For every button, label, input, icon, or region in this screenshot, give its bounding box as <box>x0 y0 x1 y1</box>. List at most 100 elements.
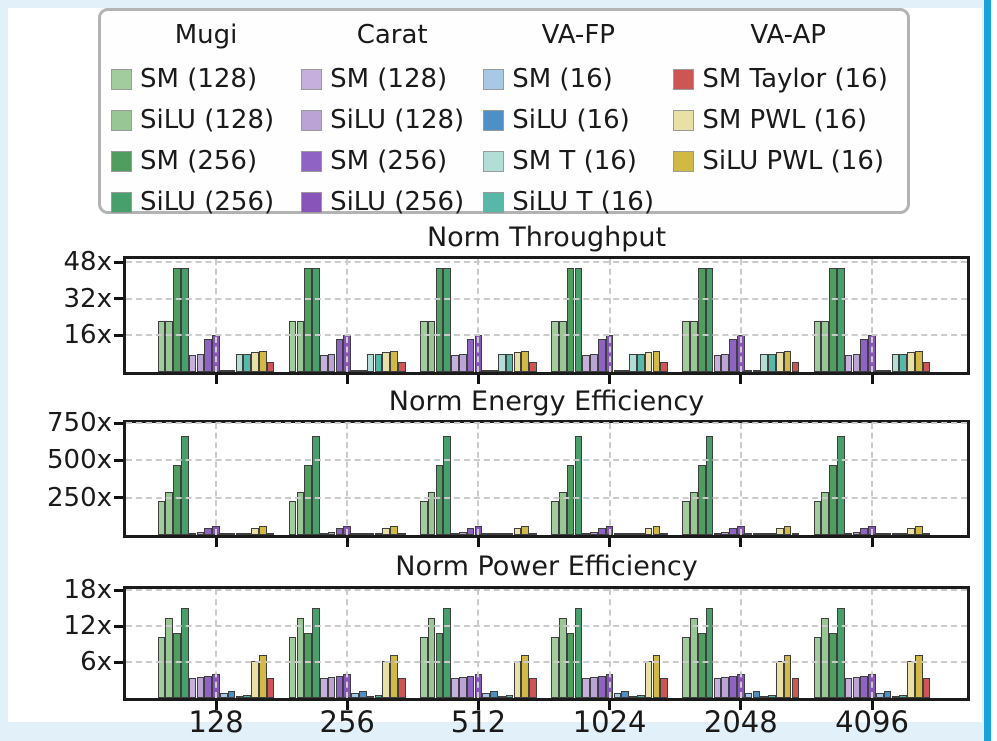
bar <box>783 654 792 698</box>
bar <box>690 617 698 698</box>
x-tick-mark <box>870 375 874 384</box>
bar <box>729 676 737 698</box>
bar <box>258 654 267 698</box>
bar <box>335 676 344 698</box>
bar <box>813 320 822 372</box>
legend-item: SiLU PWL (16) <box>673 146 903 176</box>
bar <box>227 691 236 698</box>
bar <box>288 636 297 698</box>
x-tick-mark <box>608 538 612 547</box>
bar <box>574 268 583 372</box>
bar <box>327 677 336 698</box>
y-tick-mark <box>114 421 123 425</box>
scrollbar[interactable] <box>984 0 991 741</box>
v-gridline <box>346 423 349 535</box>
bar <box>374 353 383 372</box>
legend-group-header: VA-AP <box>750 20 826 50</box>
bar <box>899 353 908 372</box>
bar <box>744 533 753 535</box>
bar <box>690 320 698 372</box>
bar <box>458 532 467 535</box>
legend-item-label: SM (256) <box>140 146 258 176</box>
h-gridline <box>126 496 967 499</box>
bar <box>427 491 436 535</box>
bar <box>558 491 567 535</box>
bar <box>566 268 575 372</box>
bar <box>783 351 792 372</box>
v-gridline <box>477 259 480 372</box>
bar <box>529 362 537 372</box>
h-gridline <box>126 334 967 337</box>
bar <box>258 526 267 535</box>
v-gridline <box>346 259 349 372</box>
y-tick-mark <box>114 333 123 337</box>
bar <box>551 636 559 698</box>
legend-column-va-fp: VA-FP SM (16) SiLU (16) SM T (16) SiLU T (16… <box>483 17 673 217</box>
bar <box>196 677 205 698</box>
bar <box>196 354 205 372</box>
bar <box>513 527 522 535</box>
bar <box>875 533 884 535</box>
bar <box>697 464 706 535</box>
bar <box>621 533 630 535</box>
bar <box>752 691 761 698</box>
bar <box>327 354 336 372</box>
x-tick-mark <box>739 701 743 710</box>
bar <box>791 677 800 698</box>
bar <box>382 527 391 535</box>
bar <box>466 338 475 372</box>
x-tick-label: 256 <box>319 705 375 739</box>
bar <box>652 351 661 372</box>
bar <box>629 533 637 535</box>
bar <box>760 354 769 372</box>
bar <box>219 533 228 535</box>
legend-group-header: VA-FP <box>541 20 615 50</box>
bar <box>836 436 845 535</box>
bar <box>875 370 884 372</box>
bar <box>188 354 197 372</box>
x-tick-label: 2048 <box>703 705 778 739</box>
chart-norm-power-efficiency: Norm Power Efficiency 6x 12x 18x 128 256 512 1… <box>64 551 970 741</box>
legend-item: SiLU (16) <box>483 105 673 135</box>
legend-group-header: Mugi <box>174 20 238 50</box>
bar <box>813 636 822 698</box>
y-tick-label: 16x <box>63 320 112 351</box>
bar <box>451 354 459 372</box>
bar <box>744 693 753 698</box>
bar <box>613 370 622 372</box>
bar <box>621 691 630 698</box>
bar <box>597 338 606 372</box>
legend-item-label: SiLU (256) <box>330 187 465 217</box>
bar <box>729 528 737 535</box>
bar <box>374 533 383 535</box>
bar <box>235 695 244 698</box>
bar <box>435 464 444 535</box>
y-tick-label: 750x <box>46 408 112 438</box>
h-gridline <box>126 661 967 664</box>
bar <box>652 654 661 698</box>
bar <box>582 532 591 535</box>
x-tick-mark <box>476 701 480 710</box>
bar <box>243 533 252 535</box>
legend-item-label: SM (16) <box>512 64 613 94</box>
h-gridline <box>126 422 967 424</box>
bar <box>860 528 869 535</box>
v-gridline <box>215 423 217 535</box>
bar <box>582 354 591 372</box>
bar <box>188 677 197 698</box>
bar <box>165 491 174 535</box>
bar <box>636 694 645 698</box>
x-tick-mark <box>739 538 743 547</box>
y-tick-mark <box>114 660 123 664</box>
v-gridline <box>739 589 742 698</box>
legend-item-label: SM PWL (16) <box>702 105 868 135</box>
legend-item: SM (256) <box>301 146 483 176</box>
bar <box>791 362 800 372</box>
bar <box>219 693 228 698</box>
bar <box>482 533 491 535</box>
bar <box>660 362 669 372</box>
y-tick-label: 12x <box>63 611 112 642</box>
bar <box>165 617 174 698</box>
bar <box>690 491 698 535</box>
bar <box>922 533 931 535</box>
